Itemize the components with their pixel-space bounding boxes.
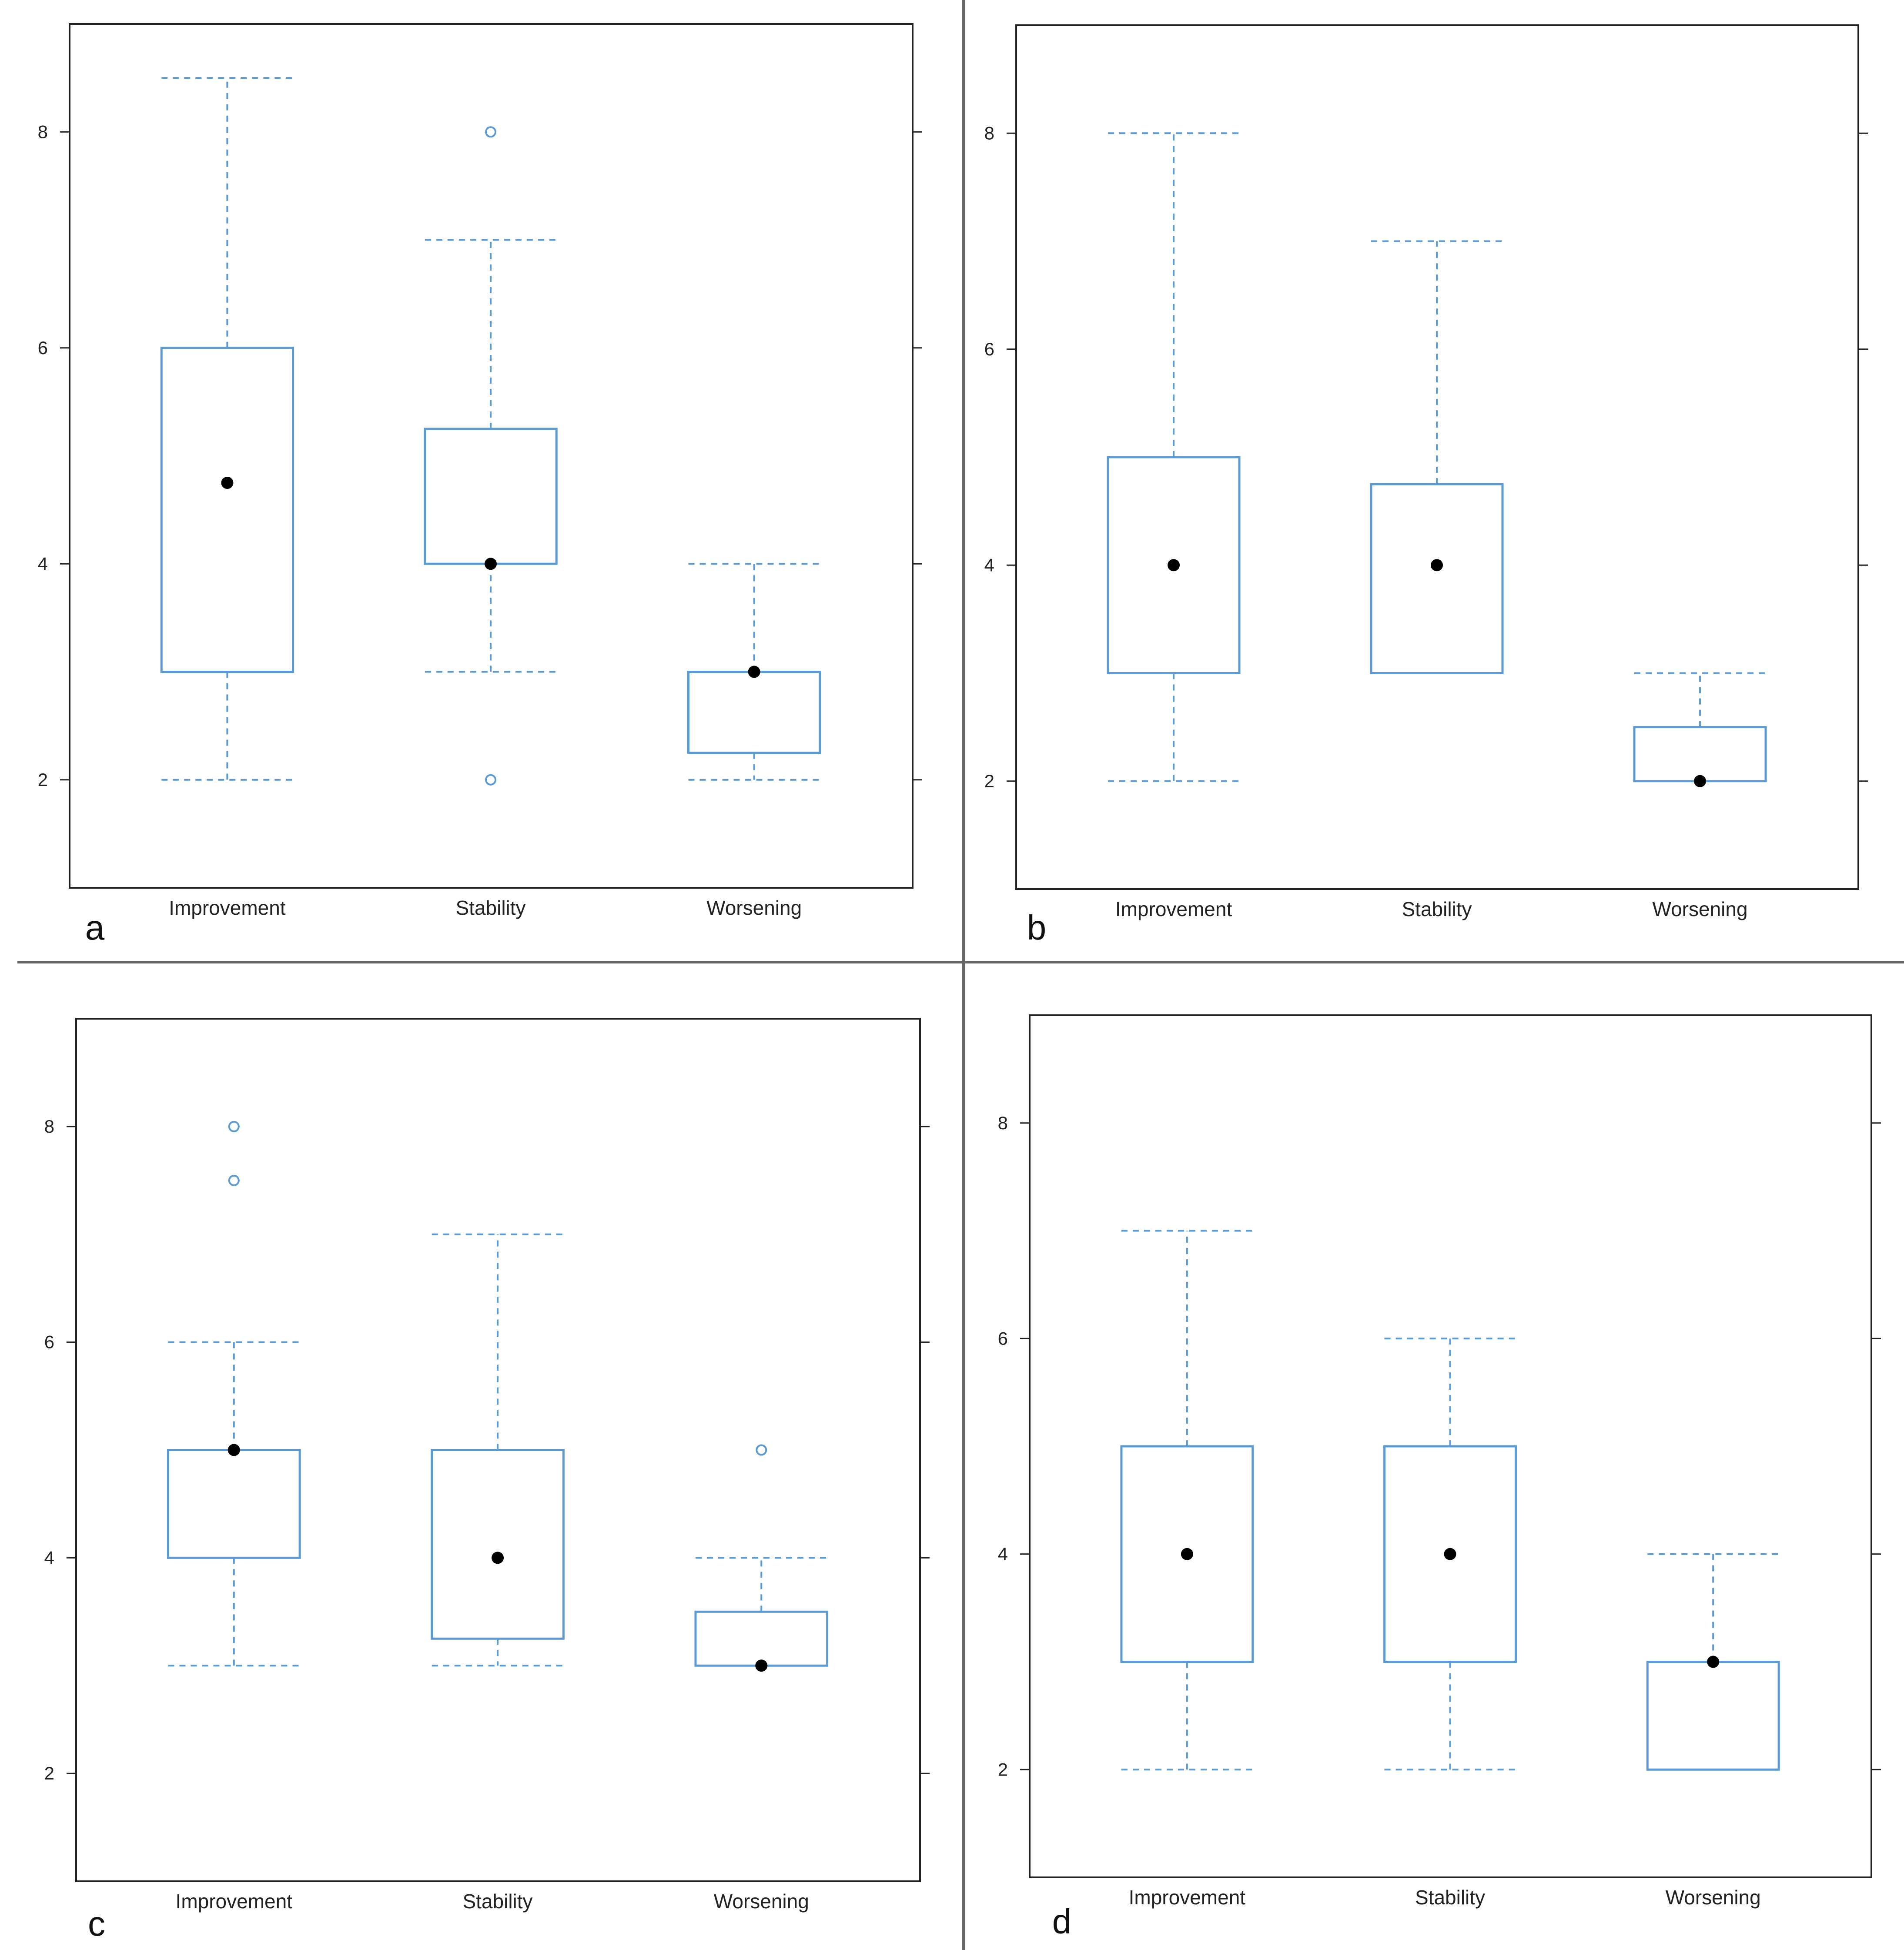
median-point <box>228 1444 240 1456</box>
box-worsening <box>1633 672 1767 787</box>
y-tick-label: 6 <box>998 1328 1008 1348</box>
median-point <box>485 558 497 570</box>
y-tick-label: 4 <box>44 1547 54 1568</box>
box-improvement <box>167 1120 301 1667</box>
panel-letter: b <box>1027 908 1047 947</box>
box-improvement <box>160 77 294 781</box>
median-point <box>755 1659 768 1672</box>
iqr-box <box>694 1610 829 1667</box>
plot-frame <box>69 23 914 889</box>
median-point <box>1168 559 1180 572</box>
box-improvement <box>1107 132 1241 782</box>
category-label: Worsening <box>1653 898 1748 920</box>
y-tick-label: 4 <box>984 555 994 575</box>
outlier-point <box>485 126 497 138</box>
panel-d: 2 4 6 8 Improvement Stability Worsening d <box>998 1014 1881 1941</box>
category-label: Worsening <box>714 1890 809 1913</box>
box-worsening <box>694 1444 829 1672</box>
category-label: Worsening <box>706 896 802 919</box>
iqr-box <box>160 347 294 673</box>
iqr-box <box>1370 483 1504 674</box>
y-tick-label: 8 <box>984 123 994 143</box>
plot-frame <box>1015 24 1859 890</box>
outlier-point <box>228 1120 240 1132</box>
outlier-point <box>756 1444 767 1456</box>
y-tick-label: 2 <box>38 769 48 790</box>
y-tick-label: 4 <box>38 553 48 574</box>
y-tick-label: 2 <box>984 771 994 791</box>
median-point <box>1444 1548 1456 1560</box>
box-improvement <box>1120 1230 1254 1771</box>
y-tick-label: 8 <box>998 1113 1008 1133</box>
iqr-box <box>167 1449 301 1559</box>
iqr-box <box>1633 726 1767 783</box>
box-worsening <box>1646 1553 1780 1771</box>
y-tick-label: 6 <box>38 338 48 358</box>
outlier-point <box>228 1174 240 1186</box>
box-stability <box>1383 1338 1517 1771</box>
median-point <box>1181 1548 1193 1560</box>
category-label: Stability <box>455 896 525 919</box>
y-tick-label: 4 <box>998 1544 1008 1564</box>
y-tick-label: 8 <box>44 1116 54 1137</box>
median-point <box>1707 1656 1720 1668</box>
category-label: Improvement <box>169 896 286 919</box>
iqr-box <box>431 1449 565 1640</box>
panel-letter: c <box>88 1904 105 1943</box>
y-tick-label: 2 <box>44 1763 54 1783</box>
panels: 2 4 6 8 Improvement Stability Worsening a 2 4 6 8 Im… <box>38 23 1881 1943</box>
category-label: Stability <box>1402 898 1472 920</box>
panel-b: 2 4 6 8 Improvement Stability Worsening b <box>984 24 1868 947</box>
box-worsening <box>687 563 821 781</box>
plot-frame <box>1029 1014 1872 1878</box>
iqr-box <box>424 428 558 565</box>
category-label: Stability <box>462 1890 532 1913</box>
category-label: Stability <box>1415 1886 1485 1909</box>
median-point <box>221 477 234 489</box>
median-point <box>1694 775 1707 787</box>
iqr-box <box>1646 1661 1780 1771</box>
y-tick-label: 2 <box>998 1759 1008 1779</box>
category-label: Worsening <box>1666 1886 1761 1909</box>
y-tick-label: 6 <box>44 1332 54 1352</box>
panel-a: 2 4 6 8 Improvement Stability Worsening a <box>38 23 922 947</box>
box-stability <box>431 1233 565 1667</box>
panel-letter: a <box>85 908 105 947</box>
median-point <box>492 1552 504 1564</box>
iqr-box <box>687 671 821 754</box>
category-label: Improvement <box>1129 1886 1246 1909</box>
y-tick-label: 8 <box>38 121 48 142</box>
outlier-point <box>485 774 497 786</box>
box-stability <box>1370 240 1504 674</box>
plot-frame <box>75 1018 921 1882</box>
category-label: Improvement <box>1115 898 1232 920</box>
median-point <box>1431 559 1443 572</box>
panel-c: 2 4 6 8 Improvement Stability Worsening c <box>44 1018 930 1943</box>
panel-letter: d <box>1052 1902 1072 1941</box>
median-point <box>748 666 760 678</box>
category-label: Improvement <box>176 1890 293 1913</box>
box-stability <box>424 126 558 786</box>
y-tick-label: 6 <box>984 339 994 359</box>
